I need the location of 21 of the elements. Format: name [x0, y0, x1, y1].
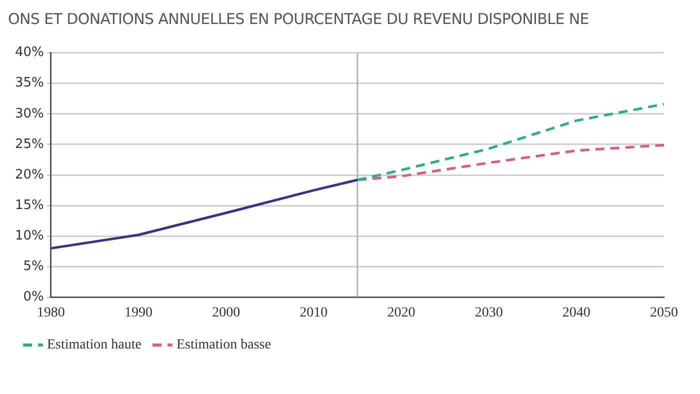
x-tick-label: 2050 [650, 305, 678, 320]
line-series [356, 102, 664, 182]
y-tick-label: 10% [14, 228, 44, 244]
y-tick-label: 15% [14, 198, 44, 213]
y-tick-label: 0% [23, 290, 44, 305]
x-tick-label: 2020 [387, 305, 416, 320]
x-tick-label: 1980 [36, 305, 65, 320]
y-tick-label: 30% [14, 106, 44, 122]
chart-title: ONS ET DONATIONS ANNUELLES EN POURCENTAGE DU REVENU DISPONIBLE NE [8, 10, 590, 28]
x-tick-label: 2040 [562, 305, 590, 320]
legend-label: Estimation basse [176, 338, 271, 353]
legend-label: Estimation haute [47, 338, 142, 353]
x-tick-label: 2000 [212, 305, 240, 320]
x-tick-label: 1990 [124, 305, 152, 320]
y-tick-label: 20% [14, 167, 44, 182]
y-tick-label: 35% [14, 76, 44, 91]
y-tick-label: 5% [23, 259, 44, 274]
y-tick-label: 40% [14, 45, 44, 60]
x-tick-label: 2010 [300, 305, 328, 320]
x-tick-label: 2030 [474, 305, 503, 320]
y-tick-label: 25% [14, 136, 44, 152]
